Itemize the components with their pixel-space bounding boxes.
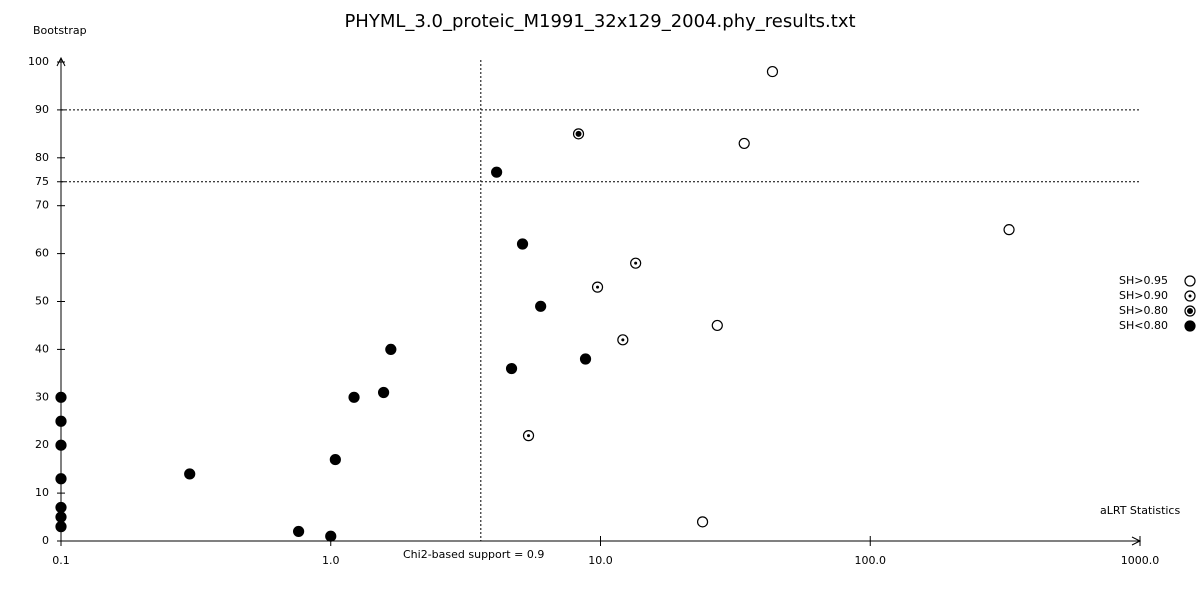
marker-part: [596, 285, 600, 289]
point: [522, 430, 535, 442]
marker-part: [1187, 308, 1193, 314]
annotation: Chi2-based support = 0.9: [403, 548, 544, 561]
point: [491, 166, 503, 178]
y-tick-label: 70: [35, 199, 49, 212]
marker-part: [55, 473, 67, 485]
marker-part: [1184, 320, 1196, 332]
point: [572, 128, 585, 140]
point: [505, 362, 518, 375]
point: [516, 238, 529, 250]
marker-part: [55, 439, 67, 451]
y-tick-label: 20: [35, 438, 49, 451]
marker-part: [325, 530, 337, 542]
y-tick-label: 40: [35, 342, 49, 355]
x-tick-label: 0.1: [52, 554, 70, 567]
x-tick-label: 1.0: [322, 554, 340, 567]
marker-part: [516, 238, 529, 250]
marker-part: [766, 65, 779, 78]
point: [1003, 224, 1015, 236]
x-tick-label: 1000.0: [1121, 554, 1160, 567]
y-tick-label: 100: [28, 55, 49, 68]
point: [55, 473, 67, 485]
y-tick-label: 0: [42, 534, 49, 547]
marker-part: [55, 415, 67, 427]
legend-marker: [1184, 320, 1196, 332]
marker-part: [575, 130, 582, 137]
point: [377, 386, 390, 399]
y-axis-arrow: [56, 56, 66, 67]
marker-part: [385, 343, 397, 355]
x-tick-label: 100.0: [855, 554, 887, 567]
point: [630, 257, 642, 269]
legend-marker: [1184, 275, 1196, 287]
point: [348, 391, 360, 403]
marker-part: [55, 501, 67, 514]
marker-part: [1188, 294, 1192, 298]
y-tick-label: 10: [35, 486, 49, 499]
marker-part: [634, 261, 638, 265]
legend-label: SH>0.95: [1119, 274, 1168, 287]
legend-label: SH>0.90: [1119, 289, 1168, 302]
marker-part: [55, 391, 67, 403]
marker-part: [527, 434, 531, 438]
point: [292, 525, 305, 538]
y-tick-label: 90: [35, 103, 49, 116]
x-axis-label: aLRT Statistics: [1100, 504, 1180, 517]
legend-marker: [1184, 290, 1196, 302]
marker-part: [184, 468, 196, 480]
marker-part: [711, 319, 723, 332]
y-tick-label: 75: [35, 175, 49, 188]
point: [385, 343, 397, 355]
legend-marker: [1184, 305, 1196, 317]
marker-part: [621, 338, 625, 342]
chart-title: PHYML_3.0_proteic_M1991_32x129_2004.phy_…: [344, 11, 855, 32]
point: [55, 501, 67, 514]
point: [579, 353, 592, 365]
y-tick-label: 30: [35, 390, 49, 403]
marker-part: [535, 300, 547, 312]
y-tick-label: 50: [35, 295, 49, 308]
point: [55, 391, 67, 403]
point: [55, 511, 67, 523]
marker-part: [329, 453, 341, 466]
marker-part: [348, 391, 360, 403]
point: [325, 530, 337, 542]
x-tick-label: 10.0: [588, 554, 613, 567]
legend-label: SH>0.80: [1119, 304, 1168, 317]
point: [591, 281, 604, 293]
marker-part: [292, 525, 305, 538]
marker-part: [696, 516, 709, 528]
point: [55, 415, 67, 427]
legend-label: SH<0.80: [1119, 319, 1168, 332]
point: [535, 300, 547, 312]
point: [617, 334, 629, 346]
y-tick-label: 80: [35, 151, 49, 164]
marker-part: [1184, 275, 1196, 287]
point: [55, 521, 67, 533]
marker-part: [1003, 224, 1015, 236]
point: [766, 65, 779, 78]
point: [738, 137, 750, 150]
marker-part: [491, 166, 503, 178]
marker-part: [738, 137, 750, 150]
point: [329, 453, 341, 466]
point: [184, 468, 196, 480]
marker-part: [55, 521, 67, 533]
marker-part: [377, 386, 390, 399]
y-axis-label: Bootstrap: [33, 24, 87, 37]
marker-part: [55, 511, 67, 523]
point: [696, 516, 709, 528]
point: [711, 319, 723, 332]
point: [55, 439, 67, 451]
marker-part: [505, 362, 518, 375]
marker-part: [579, 353, 592, 365]
y-tick-label: 60: [35, 247, 49, 260]
